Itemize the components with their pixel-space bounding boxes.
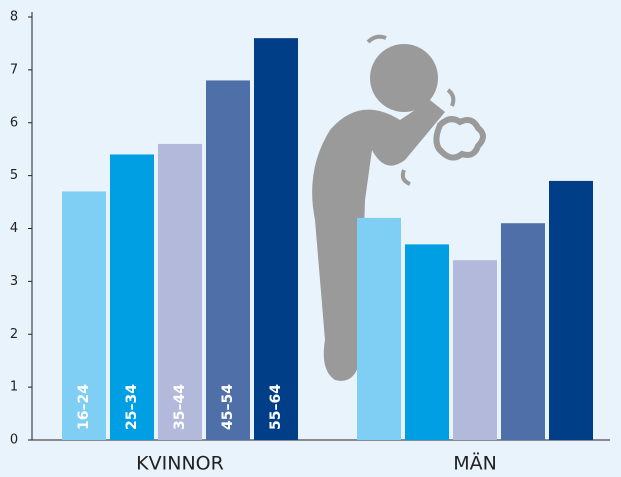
y-tick-label: 2 — [10, 327, 18, 342]
coughing-person-icon — [312, 34, 486, 381]
series-label: 35–44 — [172, 384, 188, 430]
bar — [254, 38, 298, 441]
y-tick-label: 3 — [10, 274, 18, 289]
bar — [549, 180, 593, 440]
y-tick-label: 5 — [10, 168, 18, 183]
bar — [110, 154, 154, 440]
y-tick-label: 8 — [10, 10, 18, 25]
series-label: 55–64 — [268, 384, 284, 430]
bar — [158, 143, 202, 440]
y-tick-label: 0 — [10, 433, 18, 448]
series-label: 16–24 — [76, 384, 92, 430]
y-tick-label: 4 — [10, 221, 18, 236]
bar — [501, 223, 545, 440]
bar — [206, 80, 250, 440]
y-tick-label: 6 — [10, 115, 18, 130]
series-label: 45–54 — [220, 384, 236, 430]
y-tick-label: 1 — [10, 380, 18, 395]
x-tick-label: KVINNOR — [136, 453, 224, 475]
series-label: 25–34 — [124, 384, 140, 430]
bar — [453, 260, 497, 440]
bar — [62, 191, 106, 440]
bar — [405, 244, 449, 440]
y-tick-label: 7 — [10, 62, 18, 77]
bar — [357, 217, 401, 440]
x-tick-label: MÄN — [453, 452, 497, 475]
